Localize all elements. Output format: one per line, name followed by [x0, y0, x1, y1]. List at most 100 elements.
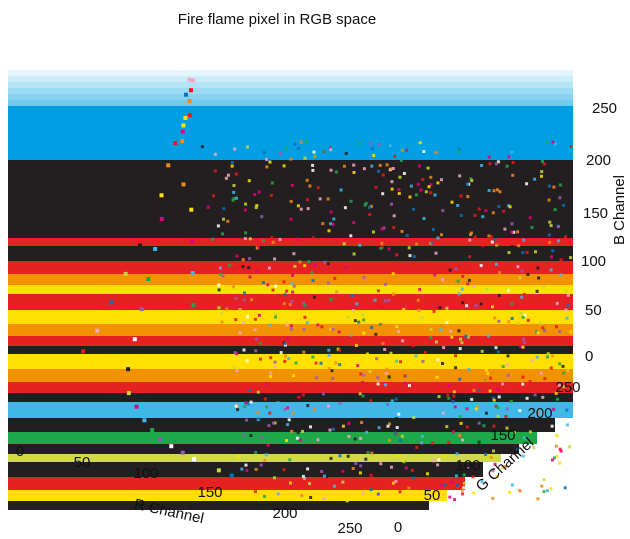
data-speckle: [243, 395, 247, 399]
data-speckle: [501, 382, 505, 386]
data-speckle: [268, 323, 272, 327]
data-speckle: [569, 145, 573, 149]
data-speckle: [542, 478, 546, 482]
data-point: [134, 404, 139, 409]
data-speckle: [564, 290, 568, 294]
data-speckle: [521, 337, 525, 341]
data-speckle: [395, 426, 399, 429]
data-speckle: [386, 424, 390, 428]
data-speckle: [390, 187, 394, 191]
data-speckle: [504, 465, 508, 468]
data-speckle: [548, 192, 552, 196]
data-speckle: [383, 291, 387, 294]
data-speckle: [273, 360, 277, 364]
data-speckle: [398, 454, 402, 458]
data-speckle: [243, 405, 247, 409]
data-speckle: [334, 170, 338, 174]
data-speckle: [370, 451, 374, 455]
data-speckle: [496, 160, 500, 164]
data-speckle: [246, 315, 250, 319]
data-speckle: [553, 456, 556, 460]
data-speckle: [466, 195, 470, 199]
data-speckle: [445, 425, 449, 429]
data-speckle: [508, 205, 512, 209]
data-speckle: [530, 359, 534, 362]
data-speckle: [293, 264, 297, 268]
data-speckle: [254, 349, 258, 353]
data-speckle: [265, 405, 269, 409]
data-speckle: [310, 271, 314, 274]
data-speckle: [359, 288, 363, 292]
data-speckle: [243, 237, 247, 241]
data-speckle: [481, 215, 485, 219]
data-speckle: [510, 483, 514, 487]
data-speckle: [422, 150, 426, 153]
data-speckle: [245, 418, 249, 422]
data-speckle: [491, 305, 494, 309]
data-speckle: [547, 198, 551, 202]
y-tick-label: 100: [455, 457, 480, 474]
data-speckle: [348, 332, 352, 336]
data-speckle: [312, 236, 315, 240]
data-speckle: [276, 401, 280, 405]
data-speckle: [433, 193, 437, 197]
data-speckle: [456, 279, 460, 283]
data-speckle: [344, 265, 348, 269]
data-speckle: [548, 240, 552, 244]
data-speckle: [332, 217, 336, 221]
data-speckle: [390, 399, 394, 403]
data-speckle: [418, 141, 422, 145]
data-point: [159, 216, 164, 221]
data-speckle: [317, 282, 321, 286]
data-speckle: [458, 347, 462, 351]
data-speckle: [244, 463, 248, 467]
data-speckle: [290, 183, 294, 187]
data-speckle: [323, 474, 326, 478]
data-speckle: [358, 243, 362, 247]
pane-band: [8, 100, 573, 106]
data-speckle: [376, 382, 380, 386]
data-speckle: [467, 368, 471, 372]
data-speckle: [393, 431, 397, 435]
data-speckle: [549, 487, 553, 491]
data-point: [132, 337, 137, 342]
data-speckle: [276, 492, 280, 496]
data-speckle: [477, 440, 481, 444]
data-speckle: [469, 177, 473, 181]
data-speckle: [286, 423, 290, 427]
data-speckle: [319, 361, 323, 365]
data-speckle: [496, 388, 500, 392]
data-speckle: [502, 209, 506, 213]
data-speckle: [435, 375, 439, 379]
data-speckle: [305, 321, 309, 325]
data-speckle: [359, 464, 363, 468]
data-speckle: [230, 161, 234, 165]
data-speckle: [461, 492, 465, 496]
pane-band: [8, 490, 447, 501]
data-speckle: [352, 252, 356, 256]
data-speckle: [341, 424, 345, 428]
data-speckle: [289, 157, 293, 161]
data-speckle: [263, 494, 266, 498]
data-speckle: [376, 289, 380, 293]
data-speckle: [269, 375, 273, 379]
y-tick-label: 250: [555, 379, 580, 396]
data-speckle: [565, 423, 569, 427]
data-speckle: [227, 264, 231, 267]
data-speckle: [472, 491, 476, 495]
data-speckle: [503, 227, 507, 231]
data-speckle: [222, 207, 226, 211]
data-speckle: [401, 339, 405, 343]
data-speckle: [448, 268, 452, 272]
data-speckle: [558, 330, 562, 334]
y-tick-label: 50: [424, 487, 441, 504]
data-speckle: [384, 282, 387, 286]
data-speckle: [465, 396, 469, 400]
data-speckle: [225, 307, 229, 311]
data-speckle: [430, 241, 434, 245]
data-speckle: [244, 401, 248, 405]
data-speckle: [248, 257, 252, 261]
data-speckle: [274, 284, 278, 288]
data-speckle: [392, 292, 395, 296]
